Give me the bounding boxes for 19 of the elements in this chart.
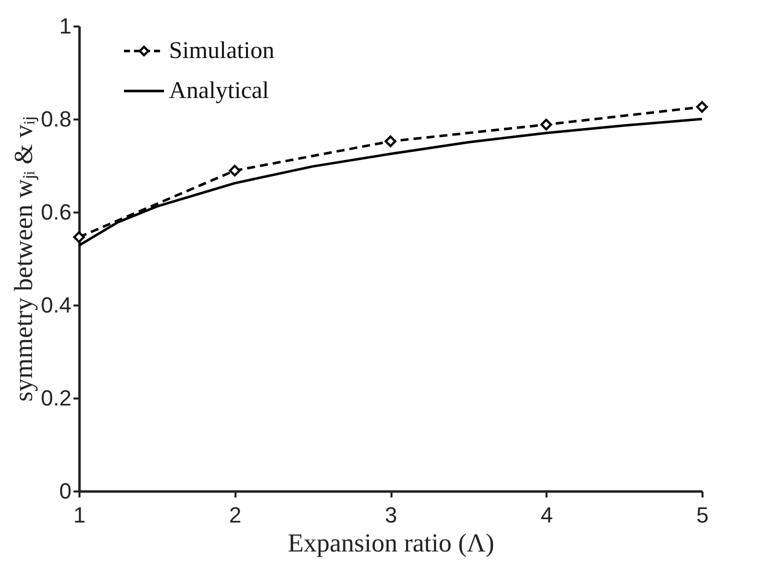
y-tick-label: 0.6	[40, 200, 72, 224]
y-tick-label: 1	[59, 14, 72, 38]
y-tick-label: 0	[59, 478, 72, 504]
legend-label: Simulation	[169, 38, 274, 64]
y-tick-label: 0.8	[40, 106, 72, 132]
x-tick-label: 3	[384, 502, 398, 528]
legend-label: Analytical	[169, 78, 270, 104]
x-axis-title: Expansion ratio (Λ)	[288, 528, 494, 558]
point	[696, 101, 708, 113]
y-tick-label: 0.2	[40, 386, 72, 410]
point	[228, 164, 241, 176]
y-tick-label: 0.4	[40, 292, 72, 318]
x-tick-label: 2	[229, 502, 242, 528]
y-axis-title: symmetry between wⱼᵢ & vᵢⱼ	[8, 116, 39, 402]
x-tick-label: 4	[540, 502, 553, 528]
point	[73, 231, 85, 243]
point	[540, 118, 552, 130]
point	[384, 135, 396, 148]
x-tick-label: 5	[696, 502, 709, 528]
